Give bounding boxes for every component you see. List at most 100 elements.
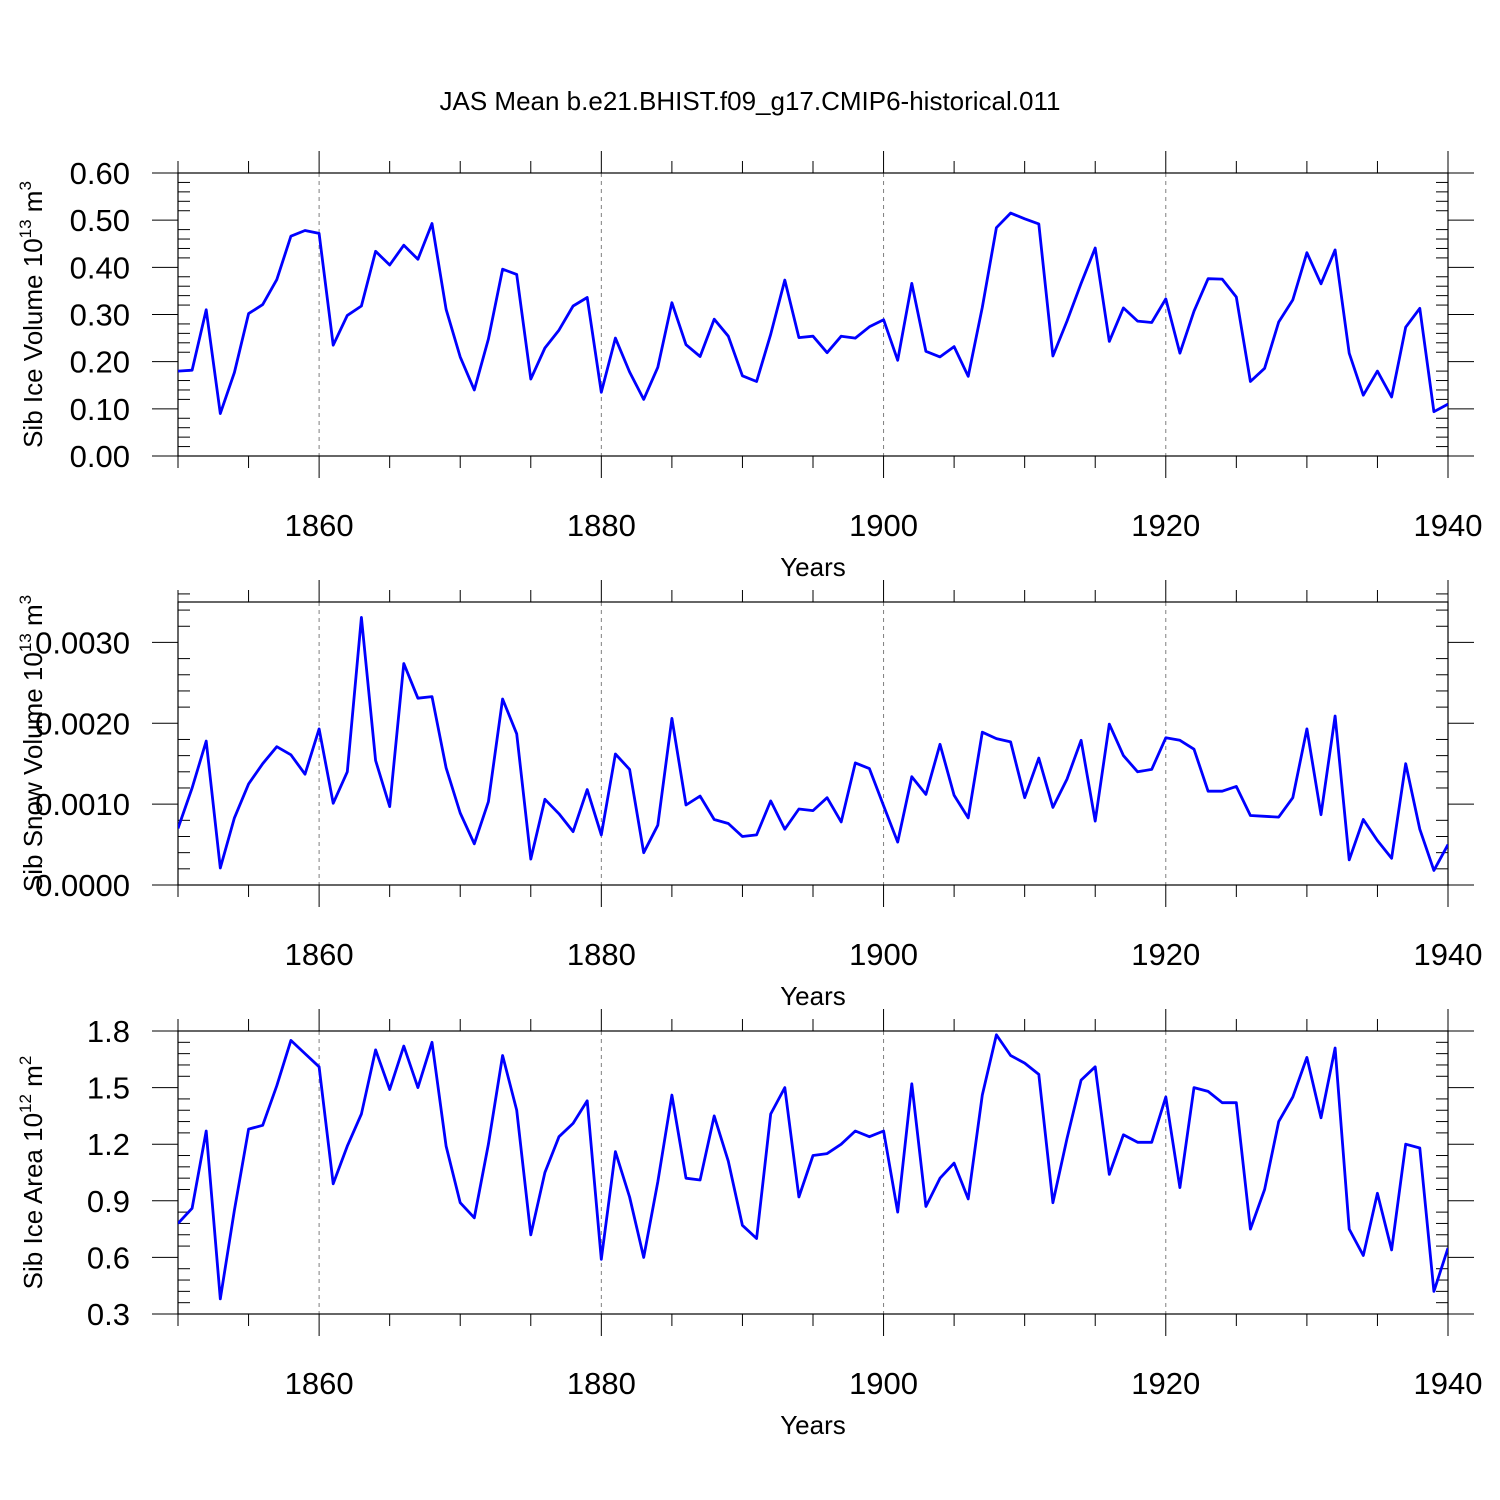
data-point xyxy=(487,1143,490,1146)
data-point xyxy=(1348,1228,1351,1231)
data-point xyxy=(600,391,603,394)
data-point xyxy=(417,258,420,261)
data-point xyxy=(219,867,222,870)
data-point xyxy=(1037,757,1040,760)
data-point xyxy=(713,1115,716,1118)
figure-title: JAS Mean b.e21.BHIST.f09_g17.CMIP6-histo… xyxy=(440,86,1061,116)
data-point xyxy=(247,312,250,315)
data-point xyxy=(445,1145,448,1148)
data-point xyxy=(473,389,476,392)
data-point xyxy=(388,1088,391,1091)
data-point xyxy=(304,1052,307,1055)
data-point xyxy=(1037,1073,1040,1076)
data-point xyxy=(445,766,448,769)
x-tick-label: 1860 xyxy=(285,1366,354,1401)
data-point xyxy=(812,809,815,812)
data-point xyxy=(1136,1141,1139,1144)
data-point xyxy=(402,662,405,665)
data-point xyxy=(1390,396,1393,399)
data-point xyxy=(261,303,264,306)
y-axis-label: Sib Ice Volume 1013 m3 xyxy=(16,181,48,448)
data-point xyxy=(1094,247,1097,250)
data-point xyxy=(304,773,307,776)
data-point xyxy=(1150,1141,1153,1144)
data-point xyxy=(1221,790,1224,793)
data-point xyxy=(896,841,899,844)
y-axis-label: Sib Ice Area 1012 m2 xyxy=(16,1056,48,1290)
data-point xyxy=(642,398,645,401)
x-tick-label: 1880 xyxy=(567,937,636,972)
data-point xyxy=(473,842,476,845)
data-point xyxy=(1150,321,1153,324)
data-point xyxy=(1122,754,1125,757)
data-point xyxy=(1433,869,1436,872)
data-point xyxy=(233,371,236,374)
x-tick-label: 1860 xyxy=(285,508,354,543)
data-point xyxy=(1207,1090,1210,1093)
data-point xyxy=(572,830,575,833)
data-point xyxy=(812,335,815,338)
y-tick-label: 0.60 xyxy=(70,156,130,191)
data-point xyxy=(614,337,617,340)
data-point xyxy=(1376,370,1379,373)
data-point xyxy=(1009,1054,1012,1057)
data-point xyxy=(910,775,913,778)
data-point xyxy=(699,1179,702,1182)
data-point xyxy=(1052,806,1055,809)
data-point xyxy=(473,1216,476,1219)
y-tick-label: 0.50 xyxy=(70,203,130,238)
data-point xyxy=(1193,748,1196,751)
data-point xyxy=(713,318,716,321)
data-point xyxy=(854,1130,857,1133)
data-point xyxy=(1249,814,1252,817)
y-tick-label: 0.40 xyxy=(70,250,130,285)
data-point xyxy=(995,737,998,740)
y-tick-label: 0.0020 xyxy=(35,706,130,741)
data-point xyxy=(1362,394,1365,397)
data-point xyxy=(741,835,744,838)
data-point xyxy=(459,1201,462,1204)
y-tick-label: 0.10 xyxy=(70,392,130,427)
data-point xyxy=(1023,1062,1026,1065)
data-point xyxy=(431,1041,434,1044)
data-point xyxy=(346,314,349,317)
plot-frame xyxy=(177,601,1449,886)
data-point xyxy=(1418,307,1421,310)
data-point xyxy=(1334,715,1337,718)
data-point xyxy=(1221,1101,1224,1104)
data-point xyxy=(769,1113,772,1116)
data-point xyxy=(769,800,772,803)
y-axis-label: Sib Snow Volume 1013 m3 xyxy=(16,595,48,892)
data-point xyxy=(445,308,448,311)
data-point xyxy=(656,1181,659,1184)
data-point xyxy=(1080,739,1083,742)
data-point xyxy=(501,268,504,271)
data-point xyxy=(727,1160,730,1163)
data-point xyxy=(656,366,659,369)
data-point xyxy=(318,728,321,731)
data-point xyxy=(1009,741,1012,744)
data-point xyxy=(205,740,208,743)
data-point xyxy=(967,1198,970,1201)
data-point xyxy=(1108,340,1111,343)
data-point xyxy=(1306,251,1309,254)
data-point xyxy=(586,1099,589,1102)
data-point xyxy=(374,759,377,762)
data-point xyxy=(529,858,532,861)
data-point xyxy=(854,762,857,765)
data-point xyxy=(1348,352,1351,355)
data-point xyxy=(1221,278,1224,281)
data-point xyxy=(304,229,307,232)
data-point xyxy=(699,355,702,358)
data-point xyxy=(1334,1047,1337,1050)
data-point xyxy=(558,329,561,332)
data-point xyxy=(374,250,377,253)
data-point xyxy=(925,1205,928,1208)
data-point xyxy=(515,732,518,735)
data-point xyxy=(1094,820,1097,823)
data-point xyxy=(1052,1201,1055,1204)
data-point xyxy=(840,335,843,338)
data-point xyxy=(529,378,532,381)
data-point xyxy=(1320,813,1323,816)
